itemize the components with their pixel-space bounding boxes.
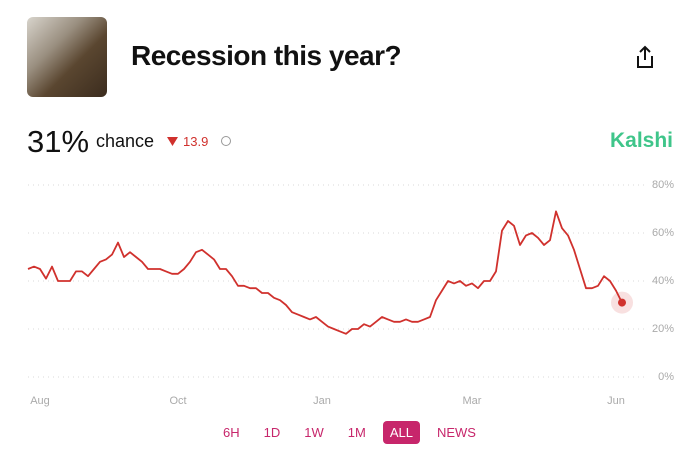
range-buttons: 6H 1D 1W 1M ALL NEWS	[0, 421, 699, 444]
y-tick-label: 60%	[652, 227, 674, 239]
end-point	[618, 298, 626, 307]
x-tick-label: Jun	[607, 395, 625, 407]
y-tick-label: 80%	[652, 179, 674, 191]
change-value: 13.9	[183, 134, 209, 149]
range-button[interactable]: NEWS	[436, 425, 476, 440]
range-button[interactable]: 1W	[304, 425, 324, 440]
x-tick-label: Mar	[463, 395, 482, 407]
range-button[interactable]: ALL	[382, 421, 420, 444]
range-button[interactable]: 1M	[347, 425, 366, 440]
y-tick-label: 0%	[658, 371, 674, 383]
info-icon[interactable]	[221, 136, 231, 146]
share-button[interactable]	[634, 44, 656, 70]
y-tick-label: 20%	[652, 323, 674, 335]
x-tick-label: Aug	[30, 395, 50, 407]
line	[27, 210, 623, 335]
range-button[interactable]: 6H	[223, 425, 240, 440]
chance-label: chance	[96, 131, 155, 151]
brand: Kalshi	[609, 129, 673, 152]
market-title: Recession this year?	[131, 40, 402, 71]
down-arrow	[167, 137, 178, 146]
chance-value: 31%	[27, 124, 90, 159]
y-tick-label: 40%	[652, 275, 674, 287]
range-button[interactable]: 1D	[263, 425, 281, 440]
x-tick-label: Jan	[313, 395, 331, 407]
market-image	[27, 17, 107, 97]
x-tick-label: Oct	[169, 395, 186, 407]
chart: 0% 20% 40% 60% 80% Aug Oct Jan Mar Jun	[27, 179, 674, 407]
